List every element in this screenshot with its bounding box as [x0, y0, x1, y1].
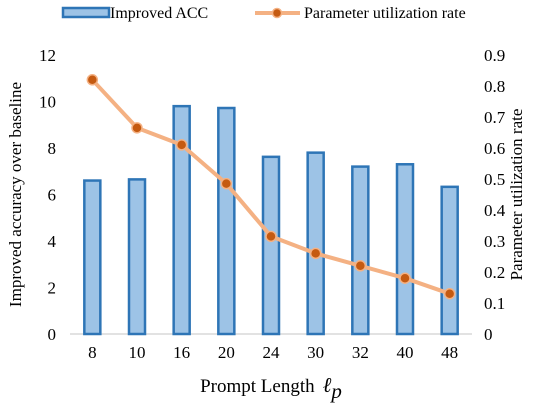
right-tick-label: 0.9	[484, 46, 505, 65]
right-tick-label: 0.7	[484, 108, 506, 127]
x-tick-label: 40	[397, 343, 414, 362]
line-point-8	[86, 74, 99, 86]
right-tick-label: 0	[484, 325, 493, 344]
left-tick-label: 6	[48, 186, 57, 205]
left-tick-label: 12	[39, 46, 56, 65]
x-axis-title-text: Prompt Length	[200, 376, 315, 397]
x-tick-label: 32	[352, 343, 369, 362]
left-tick-label: 2	[48, 279, 57, 298]
right-axis-ticks: 0 0.1 0.2 0.3 0.4 0.5 0.6 0.7 0.8 0.9	[484, 46, 506, 344]
right-tick-label: 0.5	[484, 170, 505, 189]
bar-16	[172, 104, 191, 336]
x-axis-ticks: 8 10 16 20 24 30 32 40 48	[88, 343, 458, 362]
bar-40	[395, 163, 415, 336]
right-tick-label: 0.4	[484, 201, 506, 220]
y-axis-title-right: Parameter utilization rate	[507, 109, 526, 281]
left-axis-ticks: 0 2 4 6 8 10 12	[39, 46, 57, 344]
legend-label-parameter-utilization: Parameter utilization rate	[304, 5, 466, 22]
x-tick-label: 24	[263, 343, 281, 362]
legend: Improved ACC Parameter utilization rate	[61, 5, 466, 22]
bar-30	[306, 151, 325, 336]
right-tick-label: 0.2	[484, 263, 505, 282]
x-tick-label: 8	[88, 343, 97, 362]
line-point-48	[443, 287, 456, 300]
right-tick-label: 0.8	[484, 77, 505, 96]
bar-32	[351, 165, 370, 336]
line-series	[86, 74, 456, 300]
line-point-20	[220, 177, 233, 190]
x-tick-label: 20	[218, 343, 235, 362]
x-tick-label: 30	[307, 343, 324, 362]
bar-10	[127, 178, 147, 336]
left-tick-label: 10	[39, 93, 56, 112]
legend-label-improved-acc: Improved ACC	[110, 5, 208, 22]
x-axis-title: Prompt Length ℓp	[200, 373, 342, 403]
line-point-10	[131, 122, 143, 134]
bar-48	[440, 185, 459, 336]
line-point-30	[309, 247, 322, 260]
y-axis-title-left: Improved accuracy over baseline	[6, 82, 25, 307]
left-tick-label: 8	[48, 139, 57, 158]
right-tick-label: 0.6	[484, 139, 505, 158]
line-point-24	[265, 230, 277, 243]
bar-8	[83, 179, 102, 336]
right-tick-label: 0.3	[484, 232, 505, 251]
legend-marker-parameter-utilization	[271, 7, 283, 19]
x-axis-title-symbol: ℓ	[323, 373, 332, 397]
bar-24	[261, 155, 281, 336]
x-tick-label: 16	[173, 343, 190, 362]
x-axis-title-subscript: p	[329, 379, 342, 403]
line-point-40	[399, 272, 411, 284]
left-tick-label: 0	[48, 325, 57, 344]
bar-20	[217, 106, 236, 336]
left-tick-label: 4	[48, 232, 57, 251]
legend-swatch-improved-acc	[61, 6, 111, 19]
right-tick-label: 0.1	[484, 294, 505, 313]
bar-series	[83, 104, 459, 336]
line-point-32	[354, 260, 367, 272]
x-tick-label: 48	[441, 343, 458, 362]
line-point-16	[175, 139, 188, 151]
x-tick-label: 10	[129, 343, 146, 362]
